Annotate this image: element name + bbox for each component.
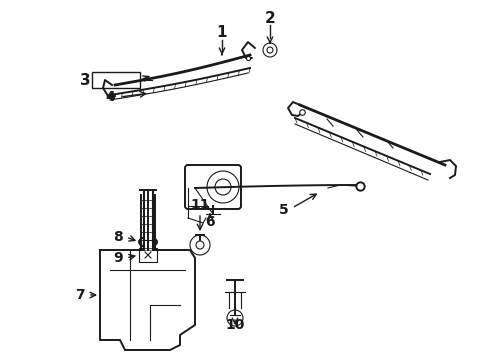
Text: 6: 6 [205,215,215,229]
Text: 4: 4 [105,90,115,104]
Bar [139,248,157,262]
Text: 9: 9 [113,251,123,265]
Text: 7: 7 [75,288,85,302]
Text: 2: 2 [265,10,275,26]
Bar [92,72,140,88]
Text: 11: 11 [190,198,210,212]
Text: 8: 8 [113,230,123,244]
Text: 3: 3 [80,72,90,87]
Text: 5: 5 [279,203,289,217]
Text: 10: 10 [225,318,245,332]
Text: 1: 1 [217,24,227,40]
